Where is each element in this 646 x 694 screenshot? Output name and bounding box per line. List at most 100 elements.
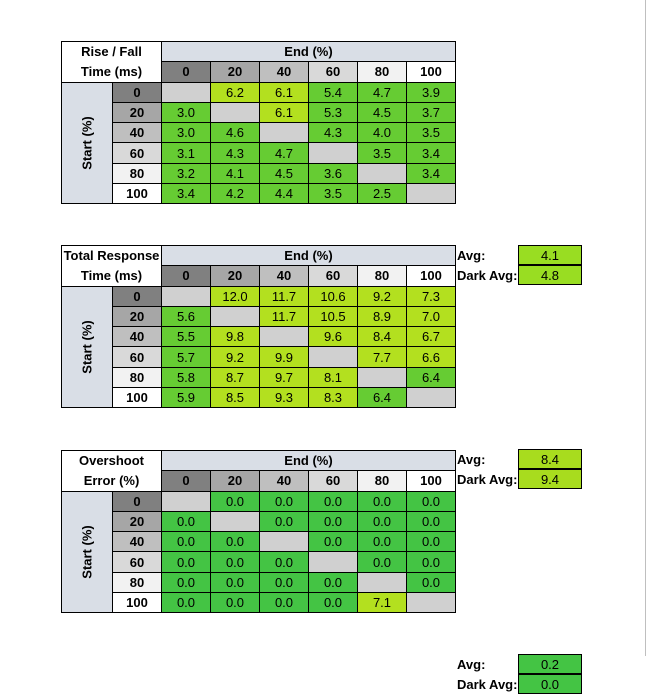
value-cell: 6.1 <box>259 101 309 124</box>
value-cell: 6.1 <box>259 81 309 103</box>
value-cell: 7.7 <box>357 346 407 368</box>
value-cell: 5.8 <box>161 366 211 389</box>
table-row: 100 3.4 4.2 4.4 3.5 2.5 <box>62 183 456 205</box>
value-cell: 9.7 <box>259 366 309 389</box>
value-cell: 4.2 <box>210 183 260 205</box>
value-cell: 8.3 <box>308 387 358 409</box>
value-cell: 4.6 <box>210 122 260 144</box>
value-cell: 9.2 <box>210 346 260 368</box>
empty-cell <box>357 162 407 185</box>
table-title-line1: Total Response <box>61 244 162 266</box>
value-cell: 0.0 <box>210 571 260 594</box>
value-cell: 0.0 <box>161 551 211 573</box>
value-cell: 8.4 <box>357 326 407 348</box>
value-cell: 0.0 <box>406 490 456 512</box>
start-row-header: 20 <box>112 305 162 328</box>
value-cell: 0.0 <box>308 490 358 512</box>
table-row: Start (%) 0 6.2 6.1 5.4 4.7 3.9 <box>61 81 456 205</box>
table-row: 20 0.0 0.0 0.0 0.0 0.0 <box>62 510 456 533</box>
value-cell: 5.5 <box>161 326 211 348</box>
value-cell: 3.5 <box>406 122 456 144</box>
table-row: Start (%) 0 0.0 0.0 0.0 0.0 0.0 <box>61 490 456 614</box>
value-cell: 3.6 <box>308 162 358 185</box>
value-cell: 0.0 <box>161 592 211 614</box>
end-column-header: 80 <box>357 61 407 83</box>
start-row-header: 0 <box>112 490 162 512</box>
empty-cell <box>259 531 309 553</box>
value-cell: 0.0 <box>308 592 358 614</box>
table-row: 80 5.8 8.7 9.7 8.1 6.4 <box>62 366 456 389</box>
start-row-header: 40 <box>112 326 162 348</box>
value-cell: 0.0 <box>210 490 260 512</box>
value-cell: 4.5 <box>259 162 309 185</box>
value-cell: 4.3 <box>210 142 260 164</box>
start-row-header: 80 <box>112 366 162 389</box>
value-cell: 4.4 <box>259 183 309 205</box>
table-title-line2: Error (%) <box>61 470 162 492</box>
end-column-header: 100 <box>406 470 456 492</box>
end-column-header: 0 <box>161 265 211 287</box>
value-cell: 0.0 <box>406 510 456 533</box>
dark-avg-label: Dark Avg: <box>457 472 518 488</box>
start-row-header: 20 <box>112 510 162 533</box>
empty-cell <box>308 346 358 368</box>
value-cell: 0.0 <box>406 571 456 594</box>
value-cell: 3.7 <box>406 101 456 124</box>
measurement-table: Overshoot End (%) Error (%) 0 20 40 60 80 100… <box>61 449 456 614</box>
start-row-header: 20 <box>112 101 162 124</box>
value-cell: 7.3 <box>406 285 456 307</box>
value-cell: 4.7 <box>259 142 309 164</box>
value-cell: 4.0 <box>357 122 407 144</box>
end-column-header: 40 <box>259 61 309 83</box>
value-cell: 5.3 <box>308 101 358 124</box>
end-percent-header: End (%) <box>161 40 456 63</box>
start-row-header: 80 <box>112 571 162 594</box>
start-row-header: 100 <box>112 387 162 409</box>
table-row: 40 5.5 9.8 9.6 8.4 6.7 <box>62 326 456 348</box>
empty-cell <box>210 305 260 328</box>
end-column-header: 0 <box>161 61 211 83</box>
start-row-header: 40 <box>112 122 162 144</box>
start-row-header: 100 <box>112 183 162 205</box>
value-cell: 8.9 <box>357 305 407 328</box>
value-cell: 0.0 <box>161 531 211 553</box>
value-cell: 9.9 <box>259 346 309 368</box>
table-title-line2: Time (ms) <box>61 265 162 287</box>
value-cell: 0.0 <box>259 592 309 614</box>
start-row-header: 60 <box>112 551 162 573</box>
value-cell: 0.0 <box>161 510 211 533</box>
value-cell: 7.1 <box>357 592 407 614</box>
value-cell: 11.7 <box>259 285 309 307</box>
value-cell: 3.1 <box>161 142 211 164</box>
value-cell: 4.7 <box>357 81 407 103</box>
table-title-line1: Rise / Fall <box>61 40 162 62</box>
dark-avg-label: Dark Avg: <box>457 677 518 693</box>
value-cell: 10.6 <box>308 285 358 307</box>
empty-cell <box>357 571 407 594</box>
table-row: 20 5.6 11.7 10.5 8.9 7.0 <box>62 305 456 328</box>
table-row: 60 3.1 4.3 4.7 3.5 3.4 <box>62 142 456 164</box>
empty-cell <box>406 183 456 205</box>
value-cell: 9.3 <box>259 387 309 409</box>
value-cell: 0.0 <box>406 531 456 553</box>
value-cell: 3.2 <box>161 162 211 185</box>
end-column-header: 40 <box>259 265 309 287</box>
end-column-header: 20 <box>210 470 260 492</box>
value-cell: 6.7 <box>406 326 456 348</box>
value-cell: 0.0 <box>308 510 358 533</box>
end-column-header: 80 <box>357 265 407 287</box>
end-column-header: 60 <box>308 61 358 83</box>
dark-avg-value: 4.8 <box>518 265 582 286</box>
start-row-header: 60 <box>112 346 162 368</box>
value-cell: 3.0 <box>161 122 211 144</box>
measurement-table: Total Response End (%) Time (ms) 0 20 40 60… <box>61 244 456 409</box>
start-row-header: 80 <box>112 162 162 185</box>
value-cell: 6.6 <box>406 346 456 368</box>
end-column-header: 60 <box>308 265 358 287</box>
table-row: Start (%) 0 12.0 11.7 10.6 9.2 7.3 <box>61 285 456 409</box>
start-row-header: 60 <box>112 142 162 164</box>
empty-cell <box>259 122 309 144</box>
empty-cell <box>308 551 358 573</box>
value-cell: 0.0 <box>357 510 407 533</box>
value-cell: 5.6 <box>161 305 211 328</box>
